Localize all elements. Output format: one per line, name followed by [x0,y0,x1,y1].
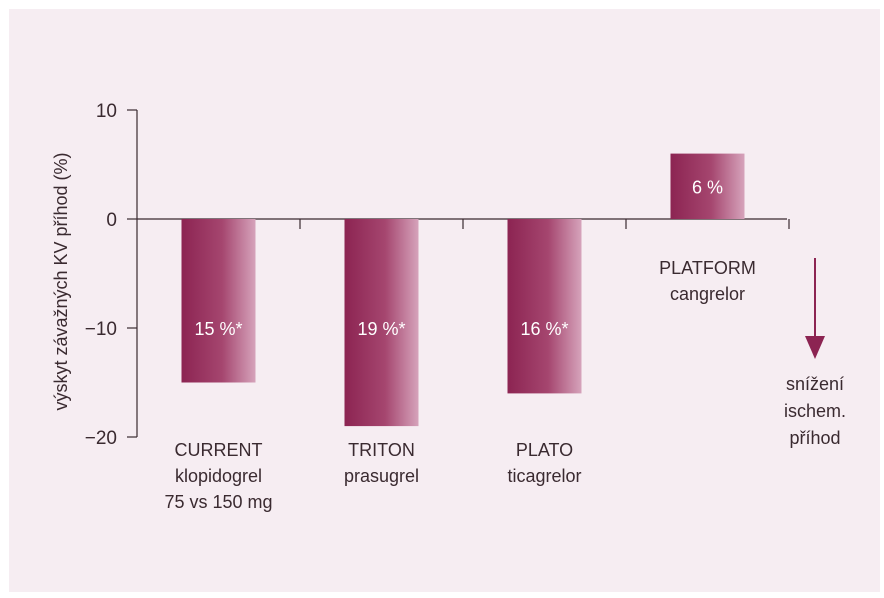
bar-category-label: TRITON [348,440,415,460]
bars: 15 %* CURRENT klopidogrel 75 vs 150 mg 19 %*… [164,153,756,512]
y-tick-label: 0 [106,210,117,231]
bar [344,219,419,427]
bar [507,219,582,394]
bar-category-label: CURRENT [175,440,263,460]
bar-value-label: 19 %* [357,319,405,339]
annotation: snížení ischem. příhod [784,258,846,448]
y-ticks: 10 0 −10 −20 [85,101,137,449]
bar-value-label: 6 % [692,177,723,197]
y-axis-label: výskyt závažných KV příhod (%) [51,152,71,410]
annotation-text: ischem. [784,401,846,421]
bar-category-label: PLATFORM [659,258,756,278]
chart-panel [9,9,880,592]
y-tick-label: −20 [85,428,117,449]
annotation-text: snížení [786,374,844,394]
bar-value-label: 15 %* [194,319,242,339]
y-tick-label: 10 [96,101,117,122]
bar-category-label: cangrelor [670,284,745,304]
arrow-head-icon [805,336,825,359]
bar [670,153,745,219]
bar-category-label: klopidogrel [175,466,262,486]
x-ticks [299,219,790,229]
bar-category-label: 75 vs 150 mg [164,492,272,512]
y-tick-label: −10 [85,319,117,340]
bar-value-label: 16 %* [520,319,568,339]
bar-category-label: prasugrel [344,466,419,486]
bar-category-label: PLATO [516,440,573,460]
bar-category-label: ticagrelor [507,466,581,486]
annotation-text: příhod [789,428,840,448]
bar [181,219,256,383]
